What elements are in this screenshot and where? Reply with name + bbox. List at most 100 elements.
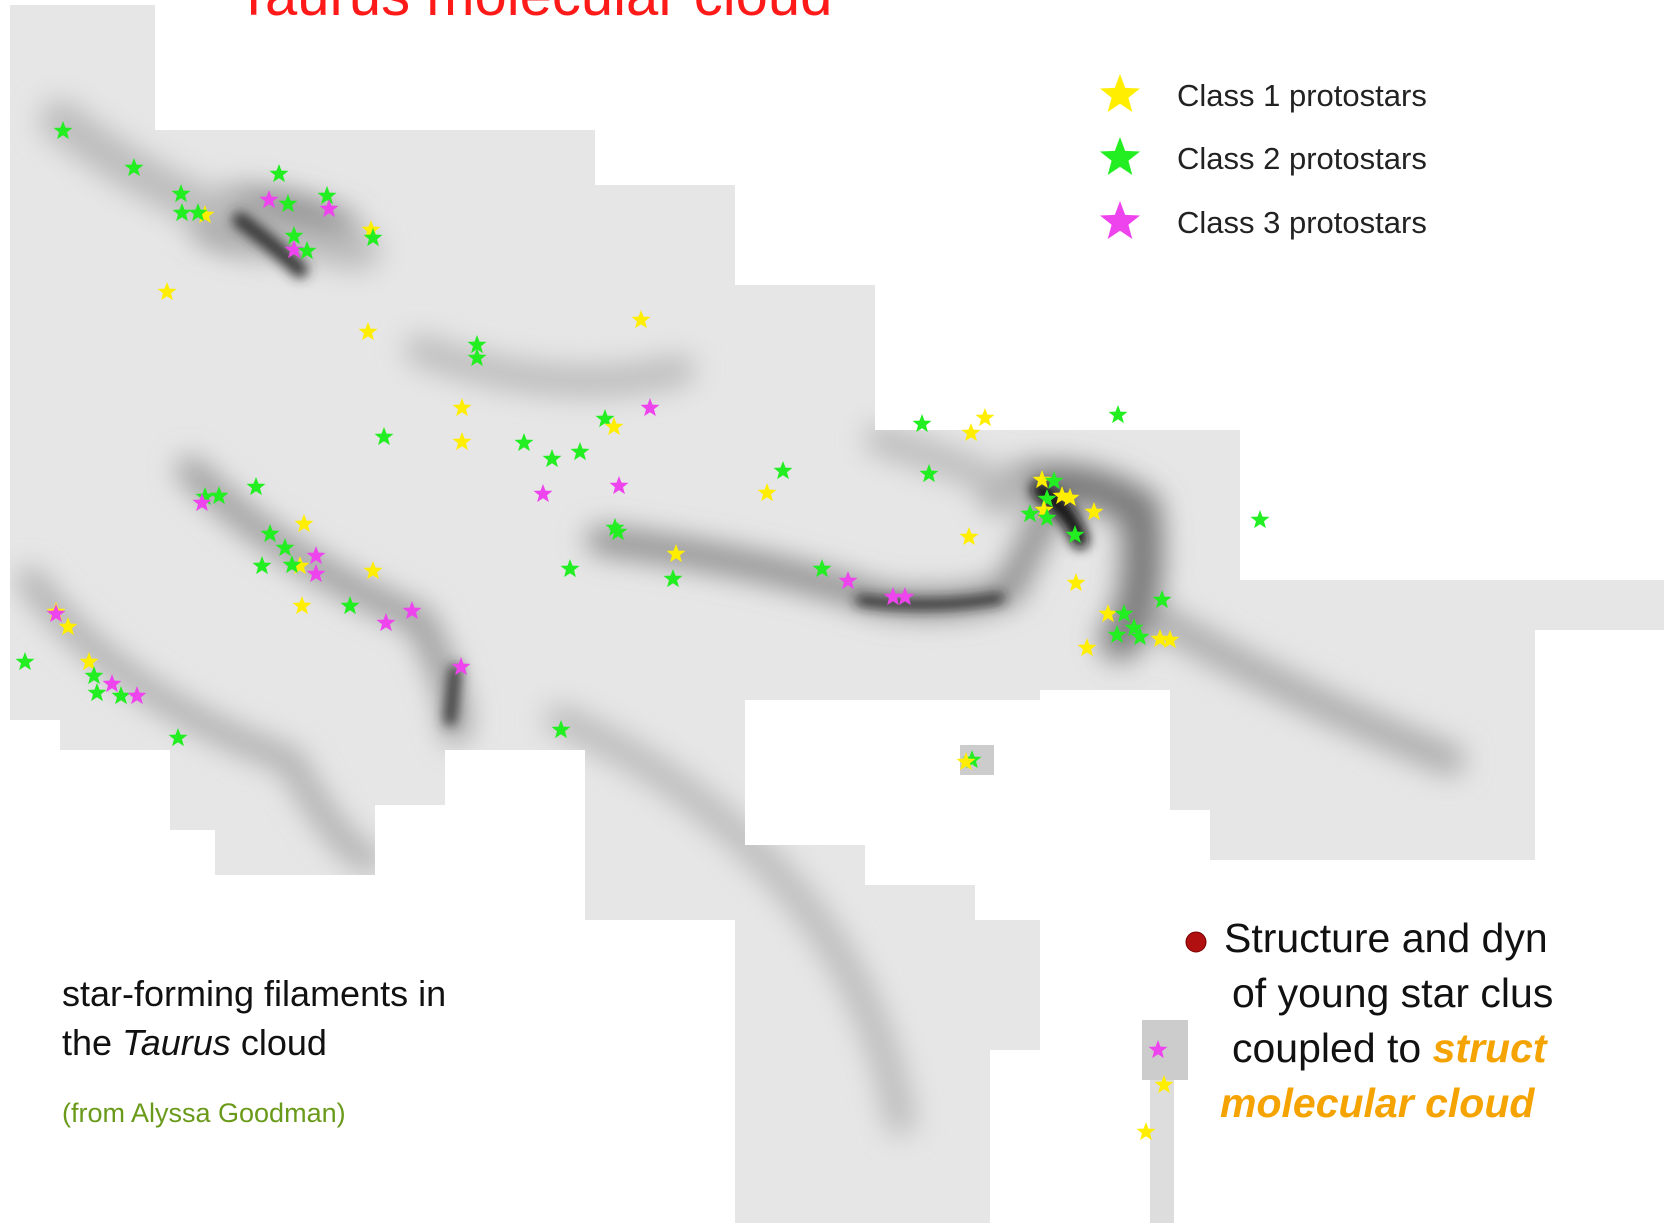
protostar — [959, 527, 979, 546]
protostar — [363, 228, 383, 247]
protostar — [376, 613, 396, 632]
protostar — [1148, 1040, 1168, 1059]
protostar — [292, 596, 312, 615]
protostar — [1098, 604, 1118, 623]
protostar — [340, 596, 360, 615]
protostar — [631, 310, 651, 329]
legend-star — [1100, 201, 1140, 239]
protostar — [975, 408, 995, 427]
protostar — [294, 514, 314, 533]
protostar — [209, 486, 229, 505]
protostar — [297, 241, 317, 260]
protostar — [102, 674, 122, 693]
protostar — [46, 604, 66, 623]
protostar — [1160, 630, 1180, 649]
caption-italic: Taurus — [122, 1022, 231, 1063]
bullet-line: Structure and dyn — [1224, 915, 1548, 961]
protostar — [1032, 470, 1052, 489]
protostar — [961, 423, 981, 442]
bullet-line: of young star clus — [1232, 970, 1554, 1016]
protostar — [1034, 500, 1054, 519]
protostar — [282, 555, 302, 574]
protostar — [533, 484, 553, 503]
protostar — [1150, 629, 1170, 648]
bullet-line: molecular cloud — [1220, 1080, 1535, 1126]
credit: (from Alyssa Goodman) — [62, 1098, 346, 1128]
protostar — [260, 524, 280, 543]
caption-line: star-forming filaments in — [62, 973, 447, 1014]
protostar — [609, 476, 629, 495]
protostar — [124, 158, 144, 177]
protostar — [604, 417, 624, 436]
protostar — [1066, 573, 1086, 592]
protostar — [195, 487, 215, 506]
slide-title: Taurus molecular cloud — [236, 0, 832, 29]
bullet-emphasis: struct — [1432, 1025, 1547, 1071]
protostar — [1084, 502, 1104, 521]
protostar — [956, 752, 976, 771]
protostars — [15, 121, 1270, 1141]
cloud-patch — [1142, 1020, 1188, 1080]
protostar — [306, 546, 326, 565]
protostar — [919, 464, 939, 483]
protostar — [1107, 625, 1127, 644]
protostar — [883, 587, 903, 606]
protostar — [317, 186, 337, 205]
protostar — [1037, 489, 1057, 508]
protostar — [157, 282, 177, 301]
bullet-dot — [1185, 931, 1207, 953]
protostar — [1044, 471, 1064, 490]
caption-text: cloud — [240, 1022, 327, 1063]
protostar — [605, 518, 625, 537]
protostar — [171, 184, 191, 203]
legend-star — [1100, 74, 1140, 112]
protostar — [84, 666, 104, 685]
protostar — [663, 569, 683, 588]
protostar — [269, 164, 289, 183]
protostar — [58, 617, 78, 636]
protostar — [773, 461, 793, 480]
protostar — [1130, 627, 1150, 646]
protostar — [15, 652, 35, 671]
protostar — [306, 564, 326, 583]
caption-line: the Taurus cloud — [62, 1022, 327, 1064]
legend-label: Class 1 protostars — [1177, 78, 1427, 113]
protostar — [374, 427, 394, 446]
protostar — [111, 686, 131, 705]
legend-label: Class 3 protostars — [1177, 205, 1427, 240]
protostar — [467, 335, 487, 354]
protostar — [452, 432, 472, 451]
bullet-line: coupled to struct — [1232, 1025, 1547, 1072]
protostar — [278, 194, 298, 213]
protostar — [551, 720, 571, 739]
protostar — [595, 409, 615, 428]
protostar — [284, 240, 304, 259]
protostar — [514, 433, 534, 452]
legend-label: Class 2 protostars — [1177, 141, 1427, 176]
protostar — [1037, 508, 1057, 527]
protostar — [1124, 618, 1144, 637]
protostar — [53, 121, 73, 140]
protostar — [757, 483, 777, 502]
caption-text: the — [62, 1022, 113, 1063]
legend-star — [1100, 137, 1140, 175]
protostar — [1060, 488, 1080, 507]
protostar — [542, 449, 562, 468]
protostar — [451, 657, 471, 676]
legend-markers — [1100, 74, 1140, 239]
protostar — [246, 477, 266, 496]
protostar — [127, 686, 147, 705]
protostar — [1152, 590, 1172, 609]
protostar — [188, 203, 208, 222]
protostar — [1020, 504, 1040, 523]
protostar — [172, 203, 192, 222]
protostar — [570, 442, 590, 461]
protostar — [363, 561, 383, 580]
bullet-text: coupled to — [1232, 1025, 1422, 1071]
protostar — [608, 522, 628, 541]
protostar — [259, 190, 279, 209]
protostar — [361, 220, 381, 239]
protostar — [895, 587, 915, 606]
